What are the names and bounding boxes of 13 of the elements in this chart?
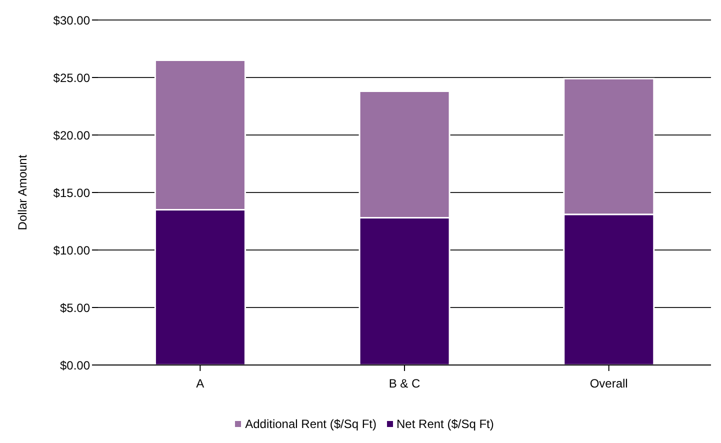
legend-label: Net Rent ($/Sq Ft): [396, 417, 494, 431]
x-tick-label: B & C: [388, 376, 421, 391]
y-tick-label: $20.00: [53, 128, 90, 142]
y-tick-label: $30.00: [53, 13, 90, 28]
y-tick-label: $0.00: [60, 358, 90, 372]
x-tick-label: A: [196, 376, 204, 391]
y-tick-label: $10.00: [53, 243, 90, 258]
y-tick-label: $5.00: [60, 300, 90, 315]
y-tick-label: $15.00: [53, 186, 90, 200]
legend-label: Additional Rent ($/Sq Ft): [245, 417, 377, 431]
y-axis-title: Dollar Amount: [15, 154, 30, 230]
x-tick-label: Overall: [590, 376, 628, 391]
y-tick-label: $25.00: [53, 70, 90, 85]
